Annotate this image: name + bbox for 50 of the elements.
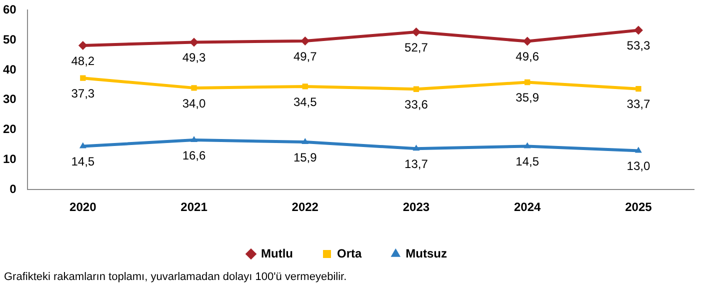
x-tick-label: 2021 xyxy=(180,200,208,214)
data-label: 15,9 xyxy=(293,150,318,164)
data-label: 35,9 xyxy=(516,90,540,105)
point xyxy=(190,136,198,142)
x-tick-label: 2020 xyxy=(70,200,97,214)
data-label: 13,0 xyxy=(626,159,650,174)
point xyxy=(412,28,421,37)
y-tick-label: 40 xyxy=(2,62,17,76)
data-label: 48,2 xyxy=(71,54,95,68)
data-label: 52,7 xyxy=(404,40,428,54)
point xyxy=(524,79,530,86)
data-label: 14,5 xyxy=(516,154,540,169)
data-label: 13,7 xyxy=(404,156,428,171)
point xyxy=(413,86,420,92)
data-label: 53,3 xyxy=(626,38,650,53)
point xyxy=(302,84,308,90)
y-tick-label: 60 xyxy=(2,2,17,17)
point xyxy=(634,26,643,35)
x-tick-label: 2022 xyxy=(292,200,319,214)
y-tick-label: 20 xyxy=(2,122,17,136)
data-label: 16,6 xyxy=(182,148,206,162)
data-label: 49,3 xyxy=(182,50,206,65)
point xyxy=(412,144,420,151)
y-tick-label: 10 xyxy=(2,152,17,166)
data-label: 37,3 xyxy=(71,86,95,100)
point xyxy=(191,85,197,91)
y-tick-label: 0 xyxy=(10,182,17,196)
point xyxy=(79,142,86,148)
data-label: 49,6 xyxy=(516,50,540,64)
data-label: 33,6 xyxy=(404,97,428,112)
text: Grafikteki rakamların toplamı, yuvarlamadan dolayı 100'ü vermeyebilir. xyxy=(4,271,347,283)
point xyxy=(634,146,642,153)
legend-label: Orta xyxy=(336,246,362,260)
data-label: 34,0 xyxy=(182,96,206,110)
point xyxy=(78,40,88,50)
data-label: 49,7 xyxy=(293,49,318,64)
data-label: 33,7 xyxy=(626,97,650,112)
data-label: 34,5 xyxy=(293,94,318,109)
legend-label: Mutsuz xyxy=(406,246,447,260)
x-tick-label: 2023 xyxy=(402,200,430,214)
data-label: 14,5 xyxy=(71,154,95,169)
point xyxy=(524,142,531,148)
y-tick-label: 30 xyxy=(2,92,17,106)
point xyxy=(80,75,86,81)
legend-label: Mutlu xyxy=(261,246,294,260)
x-tick-label: 2024 xyxy=(514,200,542,214)
y-tick-label: 50 xyxy=(2,32,17,46)
x-tick-label: 2025 xyxy=(625,200,652,214)
point xyxy=(636,86,642,92)
point xyxy=(302,138,309,144)
